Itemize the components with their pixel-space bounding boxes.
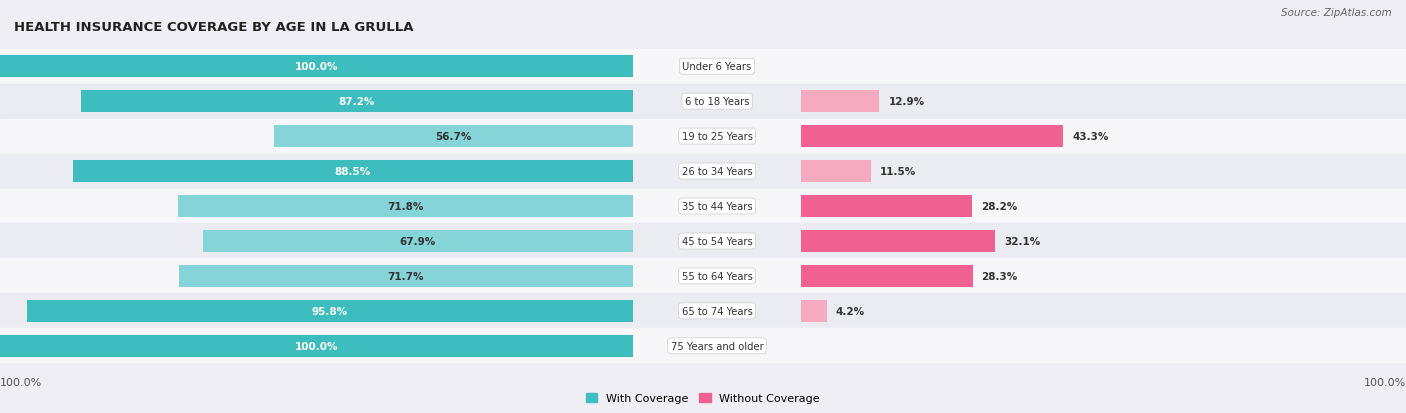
Bar (801, 300, 827, 322)
Bar (801, 154, 1406, 189)
Bar (274, 126, 633, 147)
Bar (27, 300, 633, 322)
Bar (0, 84, 633, 119)
Text: 87.2%: 87.2% (339, 97, 375, 107)
Text: 56.7%: 56.7% (434, 132, 471, 142)
Bar (0, 56, 633, 78)
Text: 28.2%: 28.2% (981, 202, 1017, 211)
Text: 32.1%: 32.1% (1004, 236, 1040, 247)
Text: 67.9%: 67.9% (399, 236, 436, 247)
Text: 65 to 74 Years: 65 to 74 Years (682, 306, 752, 316)
Bar (801, 259, 1406, 294)
Bar (179, 196, 633, 217)
Bar (801, 266, 973, 287)
Text: 100.0%: 100.0% (295, 341, 337, 351)
Text: 45 to 54 Years: 45 to 54 Years (682, 236, 752, 247)
Bar (801, 84, 1406, 119)
Text: 75 Years and older: 75 Years and older (671, 341, 763, 351)
Bar (82, 91, 633, 113)
Bar (801, 329, 1406, 363)
Text: 100.0%: 100.0% (1364, 377, 1406, 387)
Bar (0, 259, 633, 294)
Bar (801, 161, 870, 183)
Bar (0, 294, 633, 329)
Text: 11.5%: 11.5% (880, 166, 917, 177)
Text: 43.3%: 43.3% (1073, 132, 1109, 142)
Bar (0, 329, 633, 363)
Bar (0, 335, 633, 357)
Bar (801, 189, 1406, 224)
Bar (0, 50, 633, 84)
Text: 19 to 25 Years: 19 to 25 Years (682, 132, 752, 142)
Bar (633, 224, 801, 259)
Bar (801, 91, 879, 113)
Bar (801, 50, 1406, 84)
Bar (633, 294, 801, 329)
Bar (0, 119, 633, 154)
Bar (801, 224, 1406, 259)
Bar (801, 126, 1063, 147)
Text: Source: ZipAtlas.com: Source: ZipAtlas.com (1281, 8, 1392, 18)
Bar (801, 230, 995, 252)
Text: 71.7%: 71.7% (388, 271, 425, 281)
Bar (73, 161, 633, 183)
Text: 71.8%: 71.8% (388, 202, 423, 211)
Text: 26 to 34 Years: 26 to 34 Years (682, 166, 752, 177)
Text: HEALTH INSURANCE COVERAGE BY AGE IN LA GRULLA: HEALTH INSURANCE COVERAGE BY AGE IN LA G… (14, 21, 413, 33)
Bar (633, 259, 801, 294)
Bar (0, 189, 633, 224)
Bar (801, 196, 972, 217)
Bar (801, 294, 1406, 329)
Bar (633, 154, 801, 189)
Text: 12.9%: 12.9% (889, 97, 925, 107)
Bar (202, 230, 633, 252)
Bar (0, 154, 633, 189)
Bar (801, 119, 1406, 154)
Text: 88.5%: 88.5% (335, 166, 371, 177)
Bar (633, 50, 801, 84)
Bar (179, 266, 633, 287)
Bar (633, 329, 801, 363)
Legend: With Coverage, Without Coverage: With Coverage, Without Coverage (582, 388, 824, 408)
Text: 100.0%: 100.0% (0, 377, 42, 387)
Bar (633, 84, 801, 119)
Bar (633, 189, 801, 224)
Text: 4.2%: 4.2% (837, 306, 865, 316)
Bar (633, 119, 801, 154)
Text: 95.8%: 95.8% (312, 306, 347, 316)
Text: 6 to 18 Years: 6 to 18 Years (685, 97, 749, 107)
Text: Under 6 Years: Under 6 Years (682, 62, 752, 72)
Text: 100.0%: 100.0% (295, 62, 337, 72)
Bar (0, 224, 633, 259)
Text: 28.3%: 28.3% (981, 271, 1018, 281)
Text: 55 to 64 Years: 55 to 64 Years (682, 271, 752, 281)
Text: 35 to 44 Years: 35 to 44 Years (682, 202, 752, 211)
